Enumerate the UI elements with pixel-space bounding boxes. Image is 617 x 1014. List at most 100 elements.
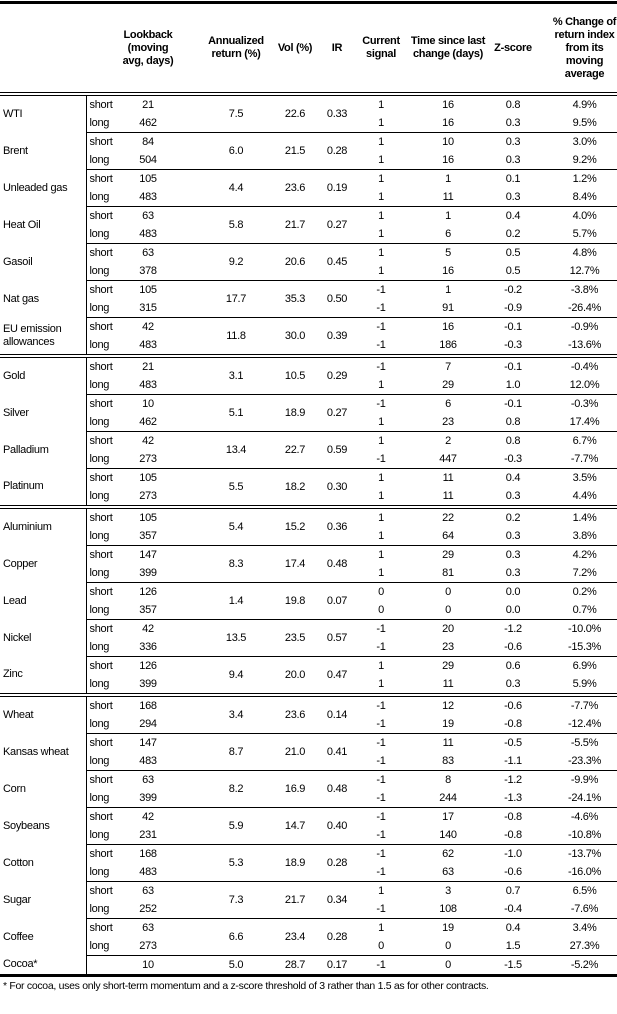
ir-cell: 0.57	[318, 619, 356, 657]
horizon-label: short	[85, 733, 120, 752]
z-score-cell: -0.1	[490, 394, 536, 413]
ir-cell: 0.27	[318, 206, 356, 244]
lookback-cell: 63	[120, 206, 176, 225]
pct-change-cell: 3.4%	[536, 918, 617, 937]
signal-cell: 0	[356, 582, 406, 601]
ir-cell: 0.36	[318, 505, 356, 546]
vol-cell: 19.8	[272, 582, 318, 620]
horizon-label: long	[85, 564, 120, 583]
horizon-label: long	[85, 900, 120, 919]
z-score-cell: 0.3	[505, 567, 521, 579]
annualized-return-cell: 6.6	[176, 918, 272, 956]
ir-cell: 0.41	[318, 733, 356, 771]
commodity-name: Nickel	[3, 631, 32, 644]
horizon-label: short	[85, 317, 120, 336]
commodity-name: Brent	[3, 144, 28, 157]
annualized-return-cell: 8.7	[176, 733, 272, 771]
commodity-name: Soybeans	[3, 819, 50, 832]
annualized-return-cell: 7.5	[228, 108, 244, 120]
vol-cell: 18.9	[272, 844, 318, 882]
commodity-name: Unleaded gas	[3, 181, 68, 194]
ir-cell: 0.47	[318, 656, 356, 695]
vol-cell: 16.9	[272, 770, 318, 808]
table-row: Wheat short 168 3.4 23.6 0.14 -1 12 -0.6 -7.7%	[0, 693, 617, 734]
vol-cell: 21.5	[272, 132, 318, 170]
vol-cell: 18.2	[272, 468, 318, 507]
vol-cell: 15.2	[272, 505, 318, 546]
signal-cell: 1	[378, 191, 384, 203]
z-score-cell: -0.8	[490, 807, 536, 826]
signal-cell: -1	[376, 866, 386, 878]
horizon-label: long	[85, 715, 120, 734]
table-row: Silver short 10 5.1 18.9 0.27 -1 6 -0.1 -0.3%	[0, 394, 617, 432]
signal-cell: 1	[356, 132, 406, 151]
annualized-return-cell: 9.4	[176, 656, 272, 695]
commodity-name: Zinc	[3, 668, 23, 681]
lookback-cell: 483	[139, 228, 157, 240]
pct-change-cell: 9.5%	[572, 117, 597, 129]
commodity-name: Platinum	[3, 480, 44, 493]
annualized-return-cell: 3.4	[176, 693, 272, 734]
z-score-cell: -0.1	[490, 354, 536, 376]
lookback-cell: 63	[120, 918, 176, 937]
signal-cell: 0	[378, 604, 384, 616]
pct-change-cell: 3.8%	[572, 530, 597, 542]
time-since-change-cell: 108	[439, 903, 457, 915]
z-score-cell: 0.8	[505, 99, 521, 111]
horizon-label: short	[85, 656, 120, 675]
z-score-cell: 0.3	[505, 678, 521, 690]
horizon-label: long	[85, 937, 120, 956]
signal-cell: 1	[356, 468, 406, 487]
z-score-cell: 0.7	[490, 881, 536, 900]
commodity-name: Nat gas	[3, 292, 39, 305]
header-lookback: Lookback (moving avg, days)	[120, 2, 176, 96]
pct-change-cell: -3.8%	[536, 280, 617, 299]
pct-change-cell: 4.4%	[572, 490, 597, 502]
commodity-name: Kansas wheat	[3, 745, 69, 758]
vol-cell: 22.6	[284, 108, 306, 120]
horizon-label: long	[85, 527, 120, 546]
vol-cell: 14.7	[272, 807, 318, 845]
time-since-change-cell: 64	[442, 530, 454, 542]
annualized-return-cell: 5.9	[176, 807, 272, 845]
table-row: Palladium short 42 13.4 22.7 0.59 1 2 0.8 6.7%	[0, 431, 617, 469]
horizon-label: long	[85, 151, 120, 170]
horizon-label: short	[85, 169, 120, 188]
table-row: Gasoil short 63 9.2 20.6 0.45 1 5 0.5 4.8%	[0, 243, 617, 281]
time-since-change-cell: 186	[439, 339, 457, 351]
ir-cell: 0.48	[318, 770, 356, 808]
ir-cell: 0.59	[318, 431, 356, 469]
z-score-cell: -1.2	[490, 619, 536, 638]
ir-cell: 0.33	[326, 108, 348, 120]
signal-cell: 1	[378, 567, 384, 579]
pct-change-cell: 12.7%	[569, 265, 600, 277]
horizon-label: long	[85, 789, 120, 808]
vol-cell: 30.0	[272, 317, 318, 356]
time-since-change-cell: 7	[406, 354, 490, 376]
time-since-change-cell: 29	[406, 656, 490, 675]
commodity-name: Corn	[3, 782, 26, 795]
signal-cell: 1	[378, 117, 384, 129]
time-since-change-cell: 3	[406, 881, 490, 900]
annualized-return-cell: 17.7	[176, 280, 272, 318]
ir-cell: 0.34	[318, 881, 356, 919]
lookback-cell: 63	[120, 770, 176, 789]
annualized-return-cell: 8.2	[176, 770, 272, 808]
header-signal: Current signal	[356, 2, 406, 96]
lookback-cell: 21	[142, 99, 154, 111]
time-since-change-cell: 10	[406, 132, 490, 151]
annualized-return-cell: 13.5	[176, 619, 272, 657]
signal-cell: 1	[356, 656, 406, 675]
table-row: Gold short 21 3.1 10.5 0.29 -1 7 -0.1 -0.4%	[0, 354, 617, 395]
lookback-cell: 483	[139, 755, 157, 767]
time-since-change-cell: 6	[406, 394, 490, 413]
pct-change-cell: 1.2%	[536, 169, 617, 188]
horizon-label: short	[85, 582, 120, 601]
time-since-change-cell: 6	[445, 228, 451, 240]
header-vol: Vol (%)	[272, 2, 318, 96]
z-score-cell: 0.2	[505, 228, 521, 240]
signal-cell: 1	[356, 169, 406, 188]
pct-change-cell: -5.2%	[536, 955, 617, 977]
pct-change-cell: -7.7%	[570, 453, 599, 465]
lookback-cell: 273	[139, 453, 157, 465]
